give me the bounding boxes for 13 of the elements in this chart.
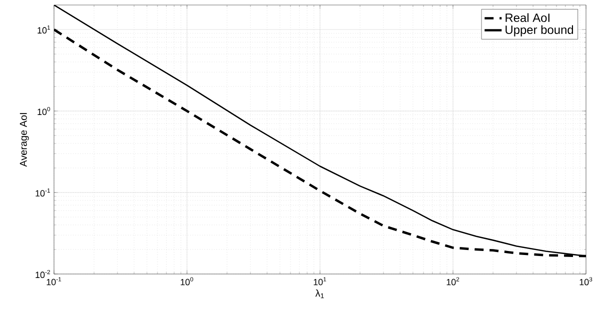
y-tick-label: 10$^{-2}$ bbox=[36, 270, 50, 278]
x-tick-label: 10$^{1}$ bbox=[314, 277, 326, 286]
x-tick-label: 10$^{3}$ bbox=[580, 277, 592, 286]
x-axis-title: λ$_{1}$ bbox=[315, 289, 324, 298]
x-tick-label: 10$^{0}$ bbox=[180, 277, 194, 286]
x-tick-label: 10$^{-1}$ bbox=[46, 277, 62, 286]
y-tick-label: 10$^{0}$ bbox=[38, 106, 50, 116]
y-tick-label: 10$^{-1}$ bbox=[36, 188, 50, 197]
x-tick-label: 10$^{2}$ bbox=[446, 277, 460, 286]
legend-label: Upper bound bbox=[506, 25, 574, 36]
y-tick-label: 10$^{1}$ bbox=[38, 26, 50, 34]
legend-label: Real AoI bbox=[506, 13, 550, 22]
y-axis-title: Average AoI bbox=[20, 113, 29, 167]
